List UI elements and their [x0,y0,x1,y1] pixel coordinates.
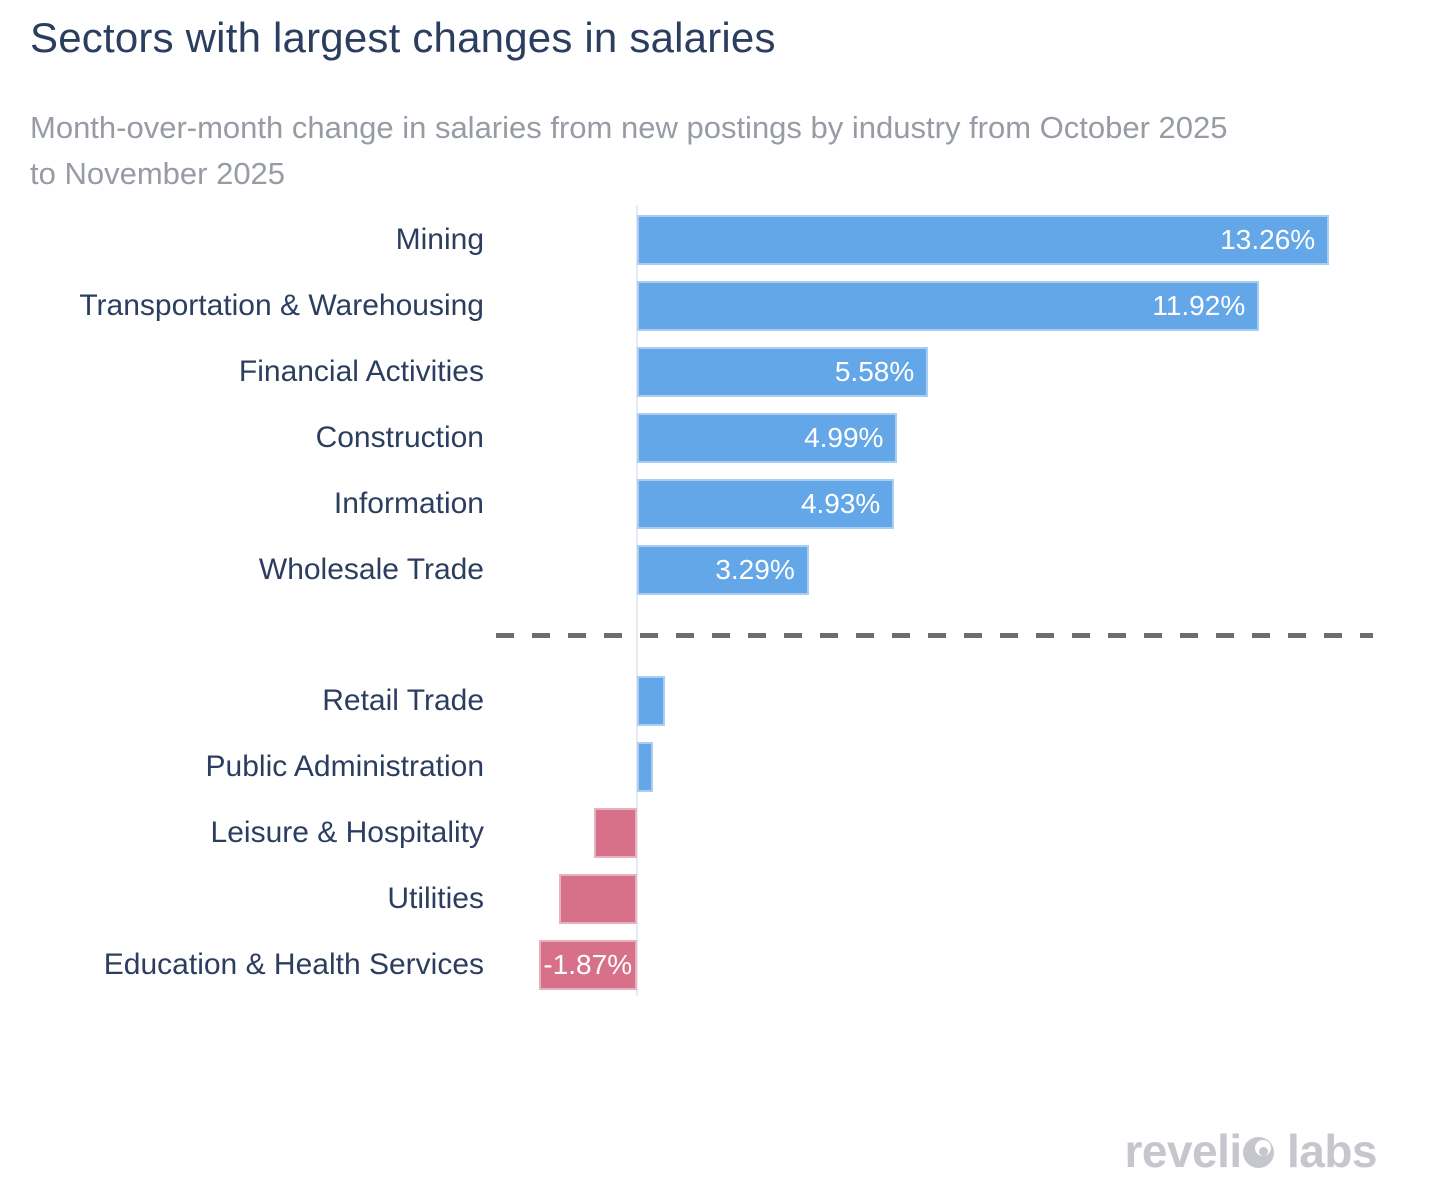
bar-leisure-hospitality [594,808,637,858]
category-label-transportation-warehousing: Transportation & Warehousing [79,289,484,322]
bar-wholesale-trade: 3.29% [637,545,809,595]
category-label-construction: Construction [315,421,484,454]
logo-word-end: labs [1274,1125,1378,1177]
category-label-public-administration: Public Administration [205,750,484,783]
category-label-information: Information [333,487,484,520]
revelio-o-icon [1242,1137,1274,1168]
bar-value-label: 3.29% [715,554,795,585]
chart-subtitle: Month-over-month change in salaries from… [30,105,1228,197]
bar-retail-trade [637,676,666,726]
bar-utilities [559,874,637,924]
category-label-education-health-services: Education & Health Services [103,948,484,981]
bar-value-label: 4.99% [804,422,884,453]
category-label-mining: Mining [395,223,484,256]
subtitle-line-2: to November 2025 [30,156,286,191]
chart-title: Sectors with largest changes in salaries [30,14,776,61]
bar-financial-activities: 5.58% [637,347,929,397]
bar-construction: 4.99% [637,413,898,463]
category-label-financial-activities: Financial Activities [238,355,484,388]
bar-public-administration [637,742,653,792]
subtitle-line-1: Month-over-month change in salaries from… [30,110,1228,145]
category-label-leisure-hospitality: Leisure & Hospitality [210,816,484,849]
zero-axis-line [636,205,638,996]
category-label-wholesale-trade: Wholesale Trade [258,553,484,586]
bar-value-label: 5.58% [834,356,915,387]
bar-value-label: 11.92% [1152,290,1246,321]
dashed-separator [496,633,1373,638]
category-label-utilities: Utilities [387,882,484,915]
bar-value-label: 4.93% [800,488,881,519]
bar-value-label: 13.26% [1220,224,1316,255]
bar-information: 4.93% [637,479,895,529]
bar-transportation-warehousing: 11.92% [637,281,1260,331]
revelio-labs-logo: reveli labs [1124,1124,1377,1178]
bar-education-health-services: -1.87% [539,940,637,990]
category-label-retail-trade: Retail Trade [322,684,484,717]
logo-word-start: reveli [1124,1125,1242,1177]
bar-mining: 13.26% [637,215,1330,265]
bar-value-label: -1.87% [543,949,633,980]
